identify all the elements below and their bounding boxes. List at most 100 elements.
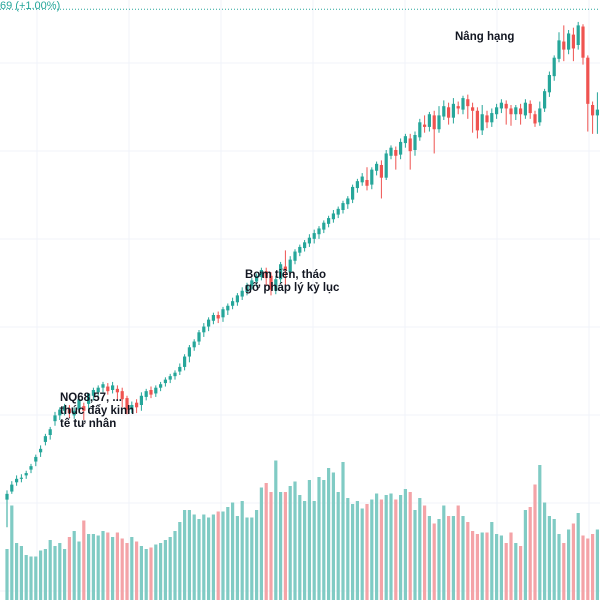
candle[interactable]: [322, 220, 326, 234]
candle[interactable]: [293, 249, 297, 265]
candle[interactable]: [96, 385, 100, 396]
candle[interactable]: [519, 103, 523, 125]
candle[interactable]: [384, 150, 388, 180]
candle[interactable]: [360, 173, 364, 186]
candle[interactable]: [327, 215, 331, 228]
candle[interactable]: [317, 226, 321, 239]
candle[interactable]: [523, 99, 527, 119]
candle[interactable]: [245, 282, 249, 296]
candle[interactable]: [43, 433, 47, 446]
candle[interactable]: [365, 167, 369, 191]
candle[interactable]: [159, 381, 163, 392]
candle[interactable]: [154, 385, 158, 397]
candle[interactable]: [125, 395, 129, 415]
candle[interactable]: [432, 110, 436, 154]
candle[interactable]: [264, 267, 268, 287]
candle[interactable]: [115, 385, 119, 401]
candle[interactable]: [456, 101, 460, 115]
candle[interactable]: [355, 178, 359, 193]
candle[interactable]: [283, 250, 287, 285]
candle[interactable]: [48, 426, 52, 440]
candle[interactable]: [543, 88, 547, 112]
candle[interactable]: [466, 94, 470, 119]
candle[interactable]: [399, 138, 403, 160]
candle[interactable]: [413, 131, 417, 156]
candle[interactable]: [24, 470, 28, 479]
candlesticks[interactable]: [5, 21, 600, 528]
candle[interactable]: [346, 196, 350, 209]
candle[interactable]: [389, 145, 393, 160]
candle[interactable]: [87, 393, 91, 414]
candle[interactable]: [475, 107, 479, 139]
candle[interactable]: [485, 110, 489, 129]
candle[interactable]: [235, 293, 239, 306]
candle[interactable]: [187, 345, 191, 363]
candle[interactable]: [173, 370, 177, 380]
candle[interactable]: [471, 102, 475, 133]
candle[interactable]: [82, 402, 86, 420]
candle[interactable]: [10, 481, 14, 494]
candle[interactable]: [547, 71, 551, 97]
candle[interactable]: [533, 110, 537, 127]
candle[interactable]: [538, 101, 542, 126]
candle[interactable]: [576, 21, 580, 50]
candle[interactable]: [144, 388, 148, 401]
candle[interactable]: [29, 463, 33, 474]
candle[interactable]: [394, 146, 398, 170]
candle[interactable]: [461, 95, 465, 115]
candle[interactable]: [581, 24, 585, 65]
candle[interactable]: [490, 108, 494, 127]
candle[interactable]: [259, 267, 263, 281]
candle[interactable]: [269, 272, 273, 296]
candle[interactable]: [72, 407, 76, 419]
candle[interactable]: [163, 377, 167, 387]
candle[interactable]: [135, 399, 139, 414]
candle[interactable]: [111, 381, 115, 394]
candle[interactable]: [331, 210, 335, 223]
candle[interactable]: [183, 354, 187, 371]
candle[interactable]: [379, 160, 383, 199]
candle[interactable]: [58, 407, 62, 420]
candle[interactable]: [226, 303, 230, 315]
candle[interactable]: [567, 30, 571, 55]
candle[interactable]: [571, 27, 575, 62]
candle[interactable]: [130, 401, 134, 414]
candle[interactable]: [106, 383, 110, 395]
candle[interactable]: [341, 200, 345, 214]
candle[interactable]: [480, 105, 484, 135]
candle[interactable]: [67, 405, 71, 418]
candle[interactable]: [298, 244, 302, 257]
candle[interactable]: [370, 167, 374, 190]
candle[interactable]: [221, 306, 225, 322]
candle[interactable]: [120, 387, 124, 408]
candle[interactable]: [336, 206, 340, 219]
candle[interactable]: [279, 261, 283, 283]
candle[interactable]: [288, 256, 292, 276]
candle[interactable]: [5, 490, 9, 528]
candle[interactable]: [375, 161, 379, 176]
candle[interactable]: [211, 312, 215, 325]
candle[interactable]: [312, 229, 316, 244]
candle[interactable]: [504, 100, 508, 125]
candle[interactable]: [149, 386, 153, 399]
candle[interactable]: [77, 396, 81, 414]
candle[interactable]: [34, 454, 38, 467]
candle[interactable]: [442, 100, 446, 120]
candle[interactable]: [101, 381, 105, 393]
candle[interactable]: [591, 101, 595, 134]
candle[interactable]: [231, 297, 235, 310]
candle[interactable]: [250, 278, 254, 290]
candle[interactable]: [39, 445, 43, 457]
candle[interactable]: [192, 339, 196, 351]
candle[interactable]: [514, 105, 518, 120]
candle[interactable]: [303, 240, 307, 252]
candle[interactable]: [427, 111, 431, 132]
candle[interactable]: [495, 103, 499, 119]
candle[interactable]: [202, 323, 206, 337]
candle[interactable]: [15, 475, 19, 486]
candle[interactable]: [63, 403, 67, 416]
candle[interactable]: [216, 311, 220, 324]
candle[interactable]: [139, 392, 143, 411]
candle[interactable]: [168, 373, 172, 384]
